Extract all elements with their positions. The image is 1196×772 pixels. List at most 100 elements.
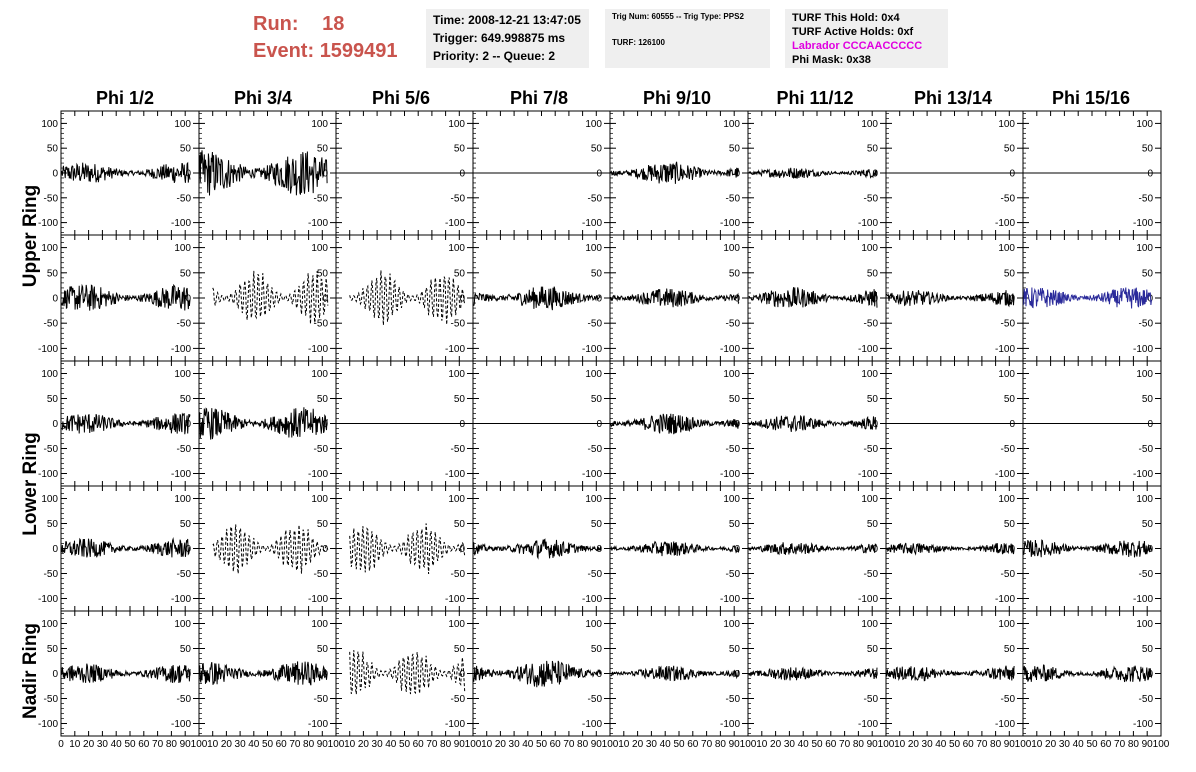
ytick-label-r0-c1: 0 [322, 169, 328, 180]
ytick-label-r0-c0: -50 [177, 193, 192, 204]
ytick-label-r3-c5: 50 [867, 519, 879, 530]
xtick-label-c3: 70 [563, 739, 575, 750]
ytick-label-r1-c0: 0 [185, 294, 191, 305]
ytick-label-r1-c6: -50 [1001, 319, 1016, 330]
ytick-label-r4-c3: -100 [582, 719, 602, 730]
ytick-label-r4-c7: 100 [1136, 619, 1153, 630]
xtick-label-c1: 80 [303, 739, 315, 750]
xtick-label-c4: 90 [729, 739, 741, 750]
ytick-label-r4-c0: 0 [185, 669, 191, 680]
ytick-label-r0-c6: 50 [1004, 144, 1016, 155]
ytick-label-r0-c7: -100 [1133, 218, 1153, 229]
waveform-trace-r4-c7 [1023, 664, 1153, 683]
xtick-label-c2: 100 [465, 739, 482, 750]
xtick-label-c0: 20 [83, 739, 95, 750]
waveform-trace-r3-c4 [610, 540, 740, 557]
ytick-label-r3-c1: -50 [314, 569, 329, 580]
trigger-line: Trigger: 649.998875 ms [433, 31, 566, 45]
xtick-label-c6: 80 [990, 739, 1002, 750]
ytick-label-r2-c1: -100 [308, 469, 328, 480]
xtick-label-c5: 70 [839, 739, 851, 750]
xtick-label-c3: 50 [536, 739, 548, 750]
waveform-trace-r0-c0 [61, 161, 191, 184]
ytick-label-r2-c2: -50 [451, 444, 466, 455]
ytick-label-r2-c3: 100 [585, 369, 602, 380]
ytick-label-r2-c1: -50 [314, 444, 329, 455]
ytick-label-left-r0-c0: -50 [44, 193, 59, 204]
ytick-label-r1-c3: 50 [591, 268, 603, 279]
ytick-label-r1-c1: 100 [311, 243, 328, 254]
waveform-trace-r2-c4 [610, 413, 740, 435]
ytick-label-r2-c7: -100 [1133, 469, 1153, 480]
xtick-label-c3: 10 [481, 739, 493, 750]
ytick-label-r2-c6: 100 [998, 369, 1015, 380]
xtick-label-c0: 60 [138, 739, 150, 750]
waveform-trace-r4-c2 [349, 650, 466, 695]
ytick-label-r4-c6: -100 [995, 719, 1015, 730]
ytick-label-left-r3-c0: 100 [41, 494, 58, 505]
xtick-label-c6: 70 [976, 739, 988, 750]
ytick-label-r1-c7: 50 [1142, 268, 1154, 279]
ytick-label-r0-c1: 100 [311, 119, 328, 130]
xtick-label-c0: 30 [97, 739, 109, 750]
ytick-label-r0-c7: -50 [1139, 193, 1154, 204]
waveform-trace-r3-c5 [748, 542, 878, 556]
xtick-label-c4: 10 [618, 739, 630, 750]
ytick-label-r3-c5: 0 [872, 544, 878, 555]
xtick-label-c0: 100 [191, 739, 208, 750]
xtick-label-c2: 80 [440, 739, 452, 750]
ytick-label-r2-c2: 0 [459, 419, 465, 430]
ytick-label-r4-c4: 0 [734, 669, 740, 680]
xtick-label-c7: 70 [1114, 739, 1126, 750]
waveform-trace-r1-c3 [473, 286, 602, 311]
waveform-trace-r0-c4 [610, 161, 740, 184]
priority-line: Priority: 2 -- Queue: 2 [433, 49, 556, 63]
ytick-label-r1-c5: 100 [861, 243, 878, 254]
ytick-label-r3-c4: -50 [726, 569, 741, 580]
xtick-label-c3: 100 [602, 739, 619, 750]
ytick-label-r1-c2: -50 [451, 319, 466, 330]
ytick-label-r4-c4: -100 [720, 719, 740, 730]
ytick-label-r1-c4: 50 [729, 268, 741, 279]
ytick-label-r4-c4: 50 [729, 644, 741, 655]
xtick-label-c1: 30 [235, 739, 247, 750]
ytick-label-r3-c1: 50 [317, 519, 329, 530]
xtick-label-c2: 30 [372, 739, 384, 750]
ytick-label-r1-c4: 100 [723, 243, 740, 254]
ytick-label-r4-c7: -50 [1139, 694, 1154, 705]
ytick-label-r1-c5: -50 [864, 319, 879, 330]
ytick-label-r1-c3: 0 [596, 294, 602, 305]
ytick-label-left-r2-c0: 50 [47, 394, 59, 405]
ytick-label-r4-c7: -100 [1133, 719, 1153, 730]
waveform-trace-r1-c4 [610, 288, 740, 308]
ytick-label-r1-c1: 50 [317, 268, 329, 279]
xtick-label-c1: 90 [317, 739, 329, 750]
xtick-label-c7: 30 [1059, 739, 1071, 750]
ytick-label-left-r1-c0: -50 [44, 319, 59, 330]
ytick-label-r1-c1: -100 [308, 344, 328, 355]
ytick-label-r0-c6: -100 [995, 218, 1015, 229]
waveform-trace-r3-c3 [473, 538, 602, 560]
run-value: 18 [322, 13, 345, 35]
col-title-phi-5-6: Phi 5/6 [371, 88, 431, 108]
ytick-label-r3-c7: -100 [1133, 594, 1153, 605]
trig-info-box: Trig Num: 60555 -- Trig Type: PPS2 TURF:… [605, 9, 770, 68]
ytick-label-r3-c3: -100 [582, 594, 602, 605]
ytick-label-r2-c0: 100 [174, 369, 191, 380]
ytick-label-r4-c7: 50 [1142, 644, 1154, 655]
ytick-label-left-r4-c0: 0 [52, 669, 58, 680]
ytick-label-left-r2-c0: -100 [38, 469, 58, 480]
xtick-label-c3: 40 [522, 739, 534, 750]
ytick-label-r2-c2: -100 [445, 469, 465, 480]
ytick-label-r0-c4: -100 [720, 218, 740, 229]
xtick-label-c0: 70 [152, 739, 164, 750]
ytick-label-r3-c0: 50 [180, 519, 192, 530]
xtick-label-c2: 90 [454, 739, 466, 750]
waveform-trace-r4-c1 [199, 661, 328, 686]
phi-mask-line: Phi Mask: 0x38 [792, 54, 871, 66]
waveform-trace-r2-c1 [199, 407, 328, 440]
ytick-label-r1-c7: 100 [1136, 243, 1153, 254]
xtick-label-c5: 30 [784, 739, 796, 750]
waveform-trace-r4-c6 [886, 665, 1015, 682]
